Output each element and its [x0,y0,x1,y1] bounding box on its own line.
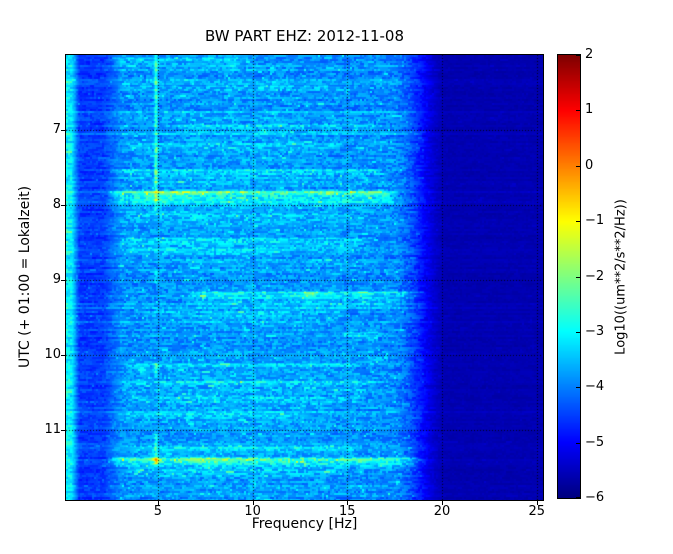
x-tick-mark [536,501,538,505]
y-tick-mark [61,280,65,282]
colorbar-tick-mark [576,55,580,56]
y-tick-mark [61,130,65,132]
colorbar-tick-mark [576,276,580,278]
colorbar-tick-mark [576,165,580,167]
colorbar-tick-mark [576,331,580,333]
colorbar-tick-label: −6 [585,490,605,505]
colorbar-tick-label: −3 [585,323,605,339]
y-tick-label: 8 [52,197,61,213]
colorbar-tick-mark [576,497,580,498]
x-tick-label: 25 [528,504,546,519]
colorbar-tick-mark [576,221,580,223]
y-tick-mark [61,430,65,432]
x-tick-label: 15 [339,504,356,519]
y-tick-label: 10 [44,347,61,363]
colorbar-canvas [558,55,580,498]
colorbar-tick-mark [576,110,580,112]
colorbar-label: Log10((um**2/s**2/Hz)) [613,199,629,355]
colorbar-tick-label: −1 [585,213,605,229]
x-tick-mark [442,501,444,505]
colorbar-tick-label: 2 [585,47,594,62]
x-tick-mark [252,501,254,505]
plot-title: BW PART EHZ: 2012-11-08 [205,27,404,45]
x-tick-mark [347,501,349,505]
colorbar-tick-label: −2 [585,268,605,284]
spectrogram-canvas [66,55,543,500]
colorbar-tick-mark [576,387,580,389]
x-tick-mark [157,501,159,505]
y-tick-label: 7 [52,122,61,138]
colorbar-tick-label: −5 [585,434,605,450]
y-tick-label: 9 [52,272,61,288]
y-tick-mark [61,355,65,357]
y-tick-mark [61,205,65,207]
colorbar-tick-label: 0 [585,157,594,173]
x-tick-label: 20 [433,504,451,519]
colorbar-tick-label: −4 [585,379,605,395]
colorbar-tick-label: 1 [585,102,594,118]
colorbar-tick-mark [576,442,580,444]
x-axis-label: Frequency [Hz] [251,516,358,532]
x-tick-label: 5 [153,504,163,519]
x-tick-label: 10 [244,504,261,519]
y-tick-label: 11 [44,422,61,438]
